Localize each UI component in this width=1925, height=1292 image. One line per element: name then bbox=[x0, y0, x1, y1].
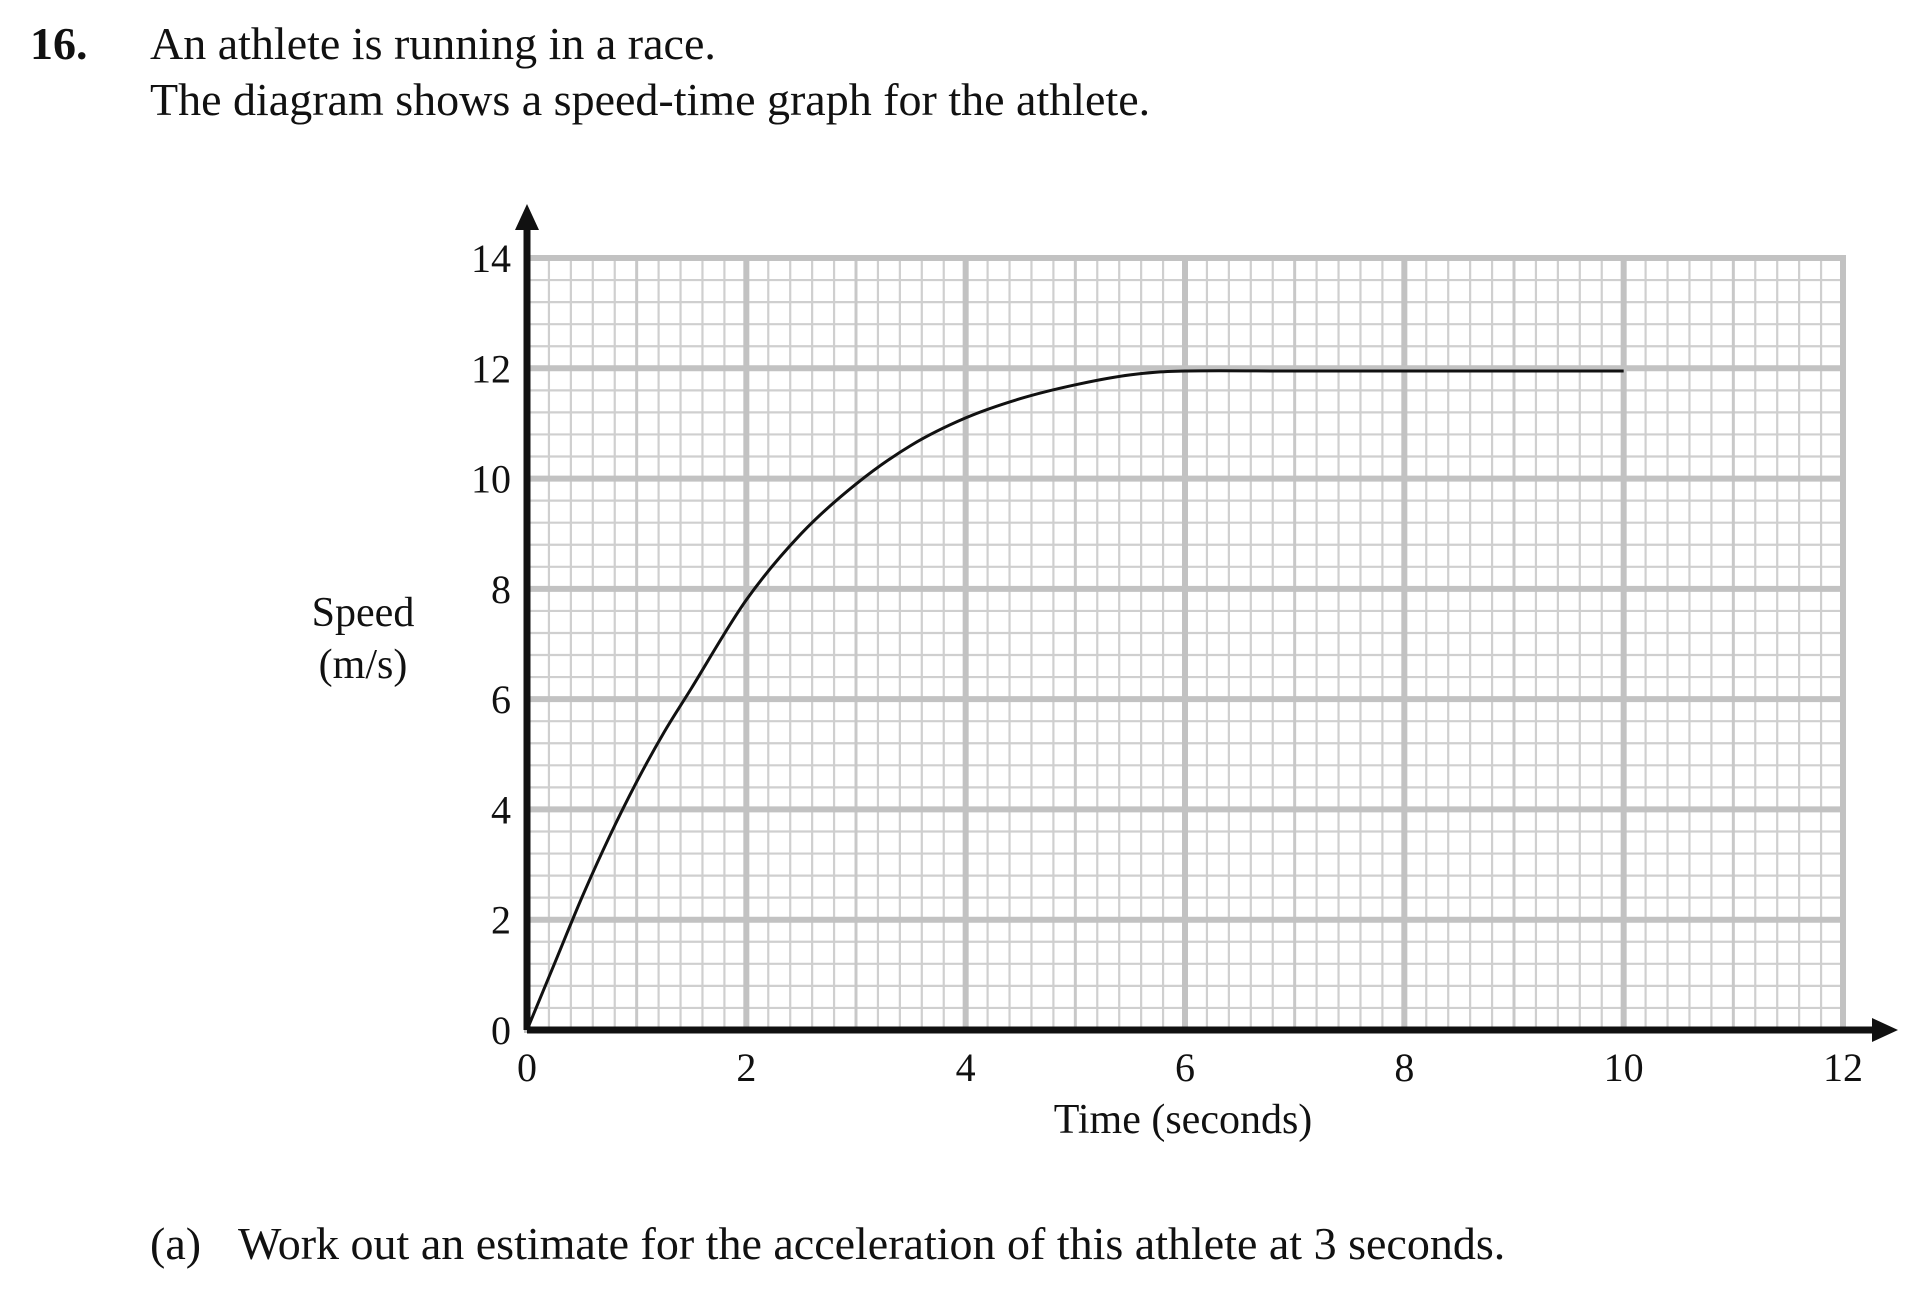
x-axis-label: Time (seconds) bbox=[1054, 1097, 1313, 1143]
y-axis-label-line-1: Speed bbox=[312, 590, 415, 636]
major-grid bbox=[527, 258, 1843, 1030]
axes bbox=[515, 204, 1898, 1042]
x-axis-arrow bbox=[1872, 1018, 1898, 1042]
x-tick-label: 2 bbox=[736, 1045, 756, 1090]
x-tick-label: 10 bbox=[1604, 1045, 1644, 1090]
x-tick-label: 8 bbox=[1394, 1045, 1414, 1090]
y-tick-label: 10 bbox=[471, 457, 511, 502]
y-tick-label: 14 bbox=[471, 236, 511, 281]
speed-curve bbox=[525, 369, 1624, 1031]
x-tick-labels: 0 2 4 6 8 10 12 bbox=[517, 1045, 1863, 1090]
y-tick-labels: 0 2 4 6 8 10 12 14 bbox=[471, 236, 511, 1053]
y-tick-label: 2 bbox=[491, 898, 511, 943]
part-a-label: (a) bbox=[150, 1218, 202, 1269]
y-tick-label: 12 bbox=[471, 346, 511, 391]
x-tick-label: 12 bbox=[1823, 1045, 1863, 1090]
x-tick-label: 4 bbox=[956, 1045, 976, 1090]
y-tick-label: 6 bbox=[491, 677, 511, 722]
x-tick-label: 0 bbox=[517, 1045, 537, 1090]
y-tick-label: 0 bbox=[491, 1008, 511, 1053]
y-tick-label: 8 bbox=[491, 567, 511, 612]
y-axis-label-line-2: (m/s) bbox=[319, 642, 408, 688]
part-a-question: Work out an estimate for the acceleratio… bbox=[238, 1218, 1506, 1269]
mid-grid bbox=[635, 258, 1735, 1030]
y-axis-arrow bbox=[515, 204, 539, 230]
x-tick-label: 6 bbox=[1175, 1045, 1195, 1090]
y-tick-label: 4 bbox=[491, 787, 511, 832]
question-description-line: The diagram shows a speed-time graph for… bbox=[150, 74, 1151, 125]
question-number: 16. bbox=[30, 18, 88, 69]
question-intro-line: An athlete is running in a race. bbox=[150, 18, 716, 69]
